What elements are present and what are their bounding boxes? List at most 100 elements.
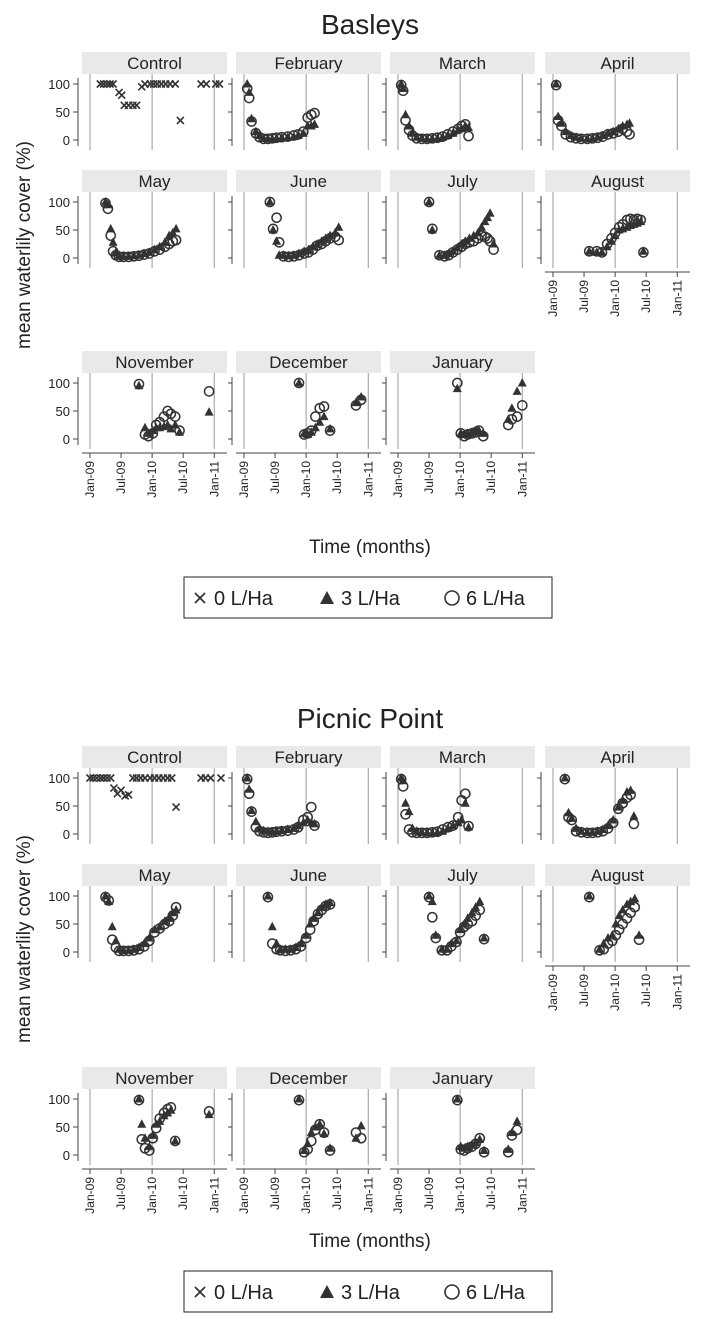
point-circle	[128, 250, 140, 262]
x-tick-label: Jan-10	[145, 461, 159, 498]
point-circle	[458, 921, 470, 933]
point-circle	[150, 1122, 162, 1134]
point-circle	[455, 428, 467, 439]
point-triangle	[293, 820, 303, 830]
legend-label: 6 L/Ha	[466, 1282, 526, 1304]
point-circle	[147, 1132, 159, 1144]
point-cross	[109, 784, 118, 793]
point-circle	[587, 827, 598, 839]
panel-april: April	[537, 746, 690, 844]
point-triangle	[171, 223, 181, 233]
point-triangle	[452, 1094, 462, 1103]
panel-strip	[390, 746, 535, 768]
point-circle	[118, 251, 129, 263]
point-triangle	[175, 427, 185, 436]
point-triangle	[106, 223, 116, 233]
point-circle	[309, 107, 320, 119]
point-triangle	[310, 119, 320, 128]
legend: 0 L/Ha 3 L/Ha 6 L/Ha	[183, 1270, 553, 1313]
point-circle	[591, 245, 603, 257]
point-circle	[298, 1146, 310, 1158]
point-triangle	[584, 246, 594, 255]
panel-strip	[82, 170, 227, 192]
point-circle	[439, 250, 450, 262]
x-tick-label: Jan-11	[207, 461, 221, 497]
point-circle	[570, 132, 582, 144]
point-circle	[474, 904, 486, 916]
point-circle	[397, 781, 409, 792]
point-triangle	[475, 1134, 485, 1143]
point-circle	[243, 788, 255, 800]
x-tick-label: Jan-10	[453, 1177, 467, 1214]
point-circle	[170, 234, 182, 246]
point-circle	[432, 132, 443, 144]
x-tick-label: Jan-10	[145, 1177, 159, 1214]
point-circle	[165, 1102, 177, 1113]
x-tick-label: Jan-09	[83, 1177, 97, 1214]
point-cross	[96, 773, 105, 783]
point-circle	[459, 118, 471, 130]
point-circle	[170, 901, 182, 913]
x-tick-label: Jul-10	[176, 1177, 190, 1210]
point-circle	[550, 79, 562, 91]
point-circle	[400, 115, 411, 126]
point-circle	[610, 929, 622, 941]
point-circle	[575, 826, 587, 838]
point-triangle	[483, 212, 493, 222]
point-circle	[566, 814, 578, 826]
point-cross	[128, 101, 138, 110]
panel-title: November	[115, 353, 194, 372]
panel-title: August	[591, 172, 644, 191]
point-triangle	[608, 815, 618, 824]
point-triangle	[315, 417, 325, 426]
point-triangle	[144, 933, 154, 942]
point-circle	[290, 943, 302, 955]
point-triangle	[108, 237, 118, 246]
panel-february: February	[228, 52, 381, 150]
panel-august: August Jan-09 Jul-09 Jan-10 Jul-10 Jan-11	[537, 170, 690, 317]
point-circle	[276, 825, 288, 837]
panel-april: April	[537, 52, 690, 150]
x-tick-label: Jul-09	[114, 1177, 128, 1210]
point-circle	[464, 236, 475, 248]
x-tick-label: Jul-10	[484, 1177, 498, 1210]
point-triangle	[356, 392, 366, 401]
point-triangle	[479, 933, 489, 942]
point-circle	[403, 124, 415, 136]
point-circle	[400, 809, 411, 820]
point-circle	[246, 116, 257, 127]
point-circle	[133, 378, 145, 390]
point-circle	[283, 251, 294, 263]
point-circle	[602, 129, 614, 140]
point-triangle	[298, 128, 308, 137]
y-tick-label: 50	[56, 917, 70, 932]
point-circle	[607, 127, 619, 139]
panel-title: July	[447, 172, 478, 191]
panel-strip	[236, 746, 381, 768]
panel-strip	[82, 1067, 227, 1089]
panel-july: July	[382, 170, 535, 268]
x-tick-label: Jan-10	[608, 974, 622, 1011]
x-tick-label: Jan-09	[83, 461, 97, 498]
legend-symbol-triangle	[320, 1285, 334, 1298]
panel-strip	[236, 1067, 381, 1089]
panel-august: August Jan-09 Jul-09 Jan-10 Jul-10 Jan-11	[537, 864, 690, 1011]
x-tick-label: Jul-10	[330, 461, 344, 494]
point-circle	[621, 126, 633, 137]
point-circle	[459, 788, 471, 800]
point-circle	[103, 895, 115, 906]
y-tick-label: 50	[56, 105, 70, 120]
point-circle	[264, 196, 276, 208]
point-triangle	[477, 222, 487, 231]
point-circle	[447, 820, 459, 831]
point-circle	[133, 943, 145, 955]
point-circle	[587, 132, 598, 144]
point-circle	[143, 1145, 155, 1156]
point-triangle	[294, 378, 304, 387]
point-circle	[305, 801, 317, 813]
x-tick-label: Jan-09	[237, 1177, 251, 1214]
point-circle	[628, 818, 640, 830]
point-triangle	[471, 902, 481, 911]
panel-january: January Jan-09 Jul-09 Jan-10 Jul-10 Jan-11	[382, 1067, 535, 1214]
y-tick-label: 0	[63, 133, 70, 148]
